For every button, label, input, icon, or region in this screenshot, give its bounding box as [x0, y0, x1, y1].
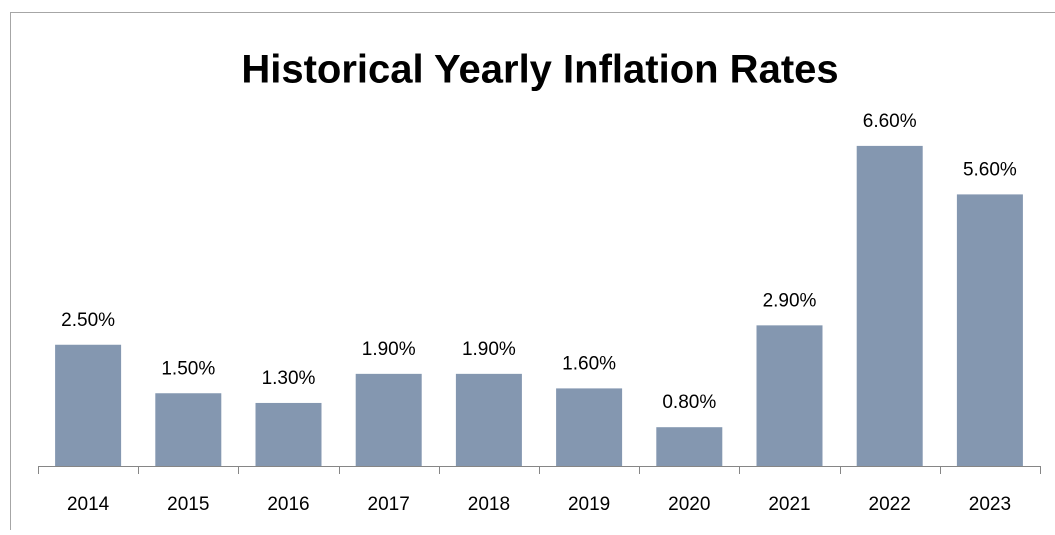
bar [757, 325, 823, 466]
x-tick-label: 2022 [869, 494, 911, 515]
data-label: 1.30% [262, 368, 316, 389]
data-label: 5.60% [963, 159, 1017, 180]
data-label: 6.60% [863, 111, 917, 132]
x-tick-label: 2016 [267, 494, 309, 515]
data-label: 2.90% [763, 290, 817, 311]
bar [957, 194, 1023, 466]
x-tick-label: 2019 [568, 494, 610, 515]
data-label: 0.80% [662, 392, 716, 413]
bar [55, 345, 121, 466]
data-label: 1.90% [462, 339, 516, 360]
x-tick-label: 2021 [768, 494, 810, 515]
bar [356, 374, 422, 466]
chart-title: Historical Yearly Inflation Rates [241, 48, 838, 92]
x-tick-label: 2015 [167, 494, 209, 515]
bar [857, 146, 923, 466]
bar [456, 374, 522, 466]
data-label: 1.60% [562, 353, 616, 374]
x-tick-label: 2018 [468, 494, 510, 515]
x-tick-label: 2023 [969, 494, 1011, 515]
x-tick-label: 2014 [67, 494, 110, 515]
bar [155, 393, 221, 466]
bar [656, 427, 722, 466]
x-tick-label: 2020 [668, 494, 710, 515]
data-label: 1.90% [362, 339, 416, 360]
x-tick-label: 2017 [368, 494, 410, 515]
data-label: 2.50% [61, 310, 115, 331]
bar [256, 403, 322, 466]
data-label: 1.50% [161, 358, 215, 379]
bar [556, 388, 622, 466]
